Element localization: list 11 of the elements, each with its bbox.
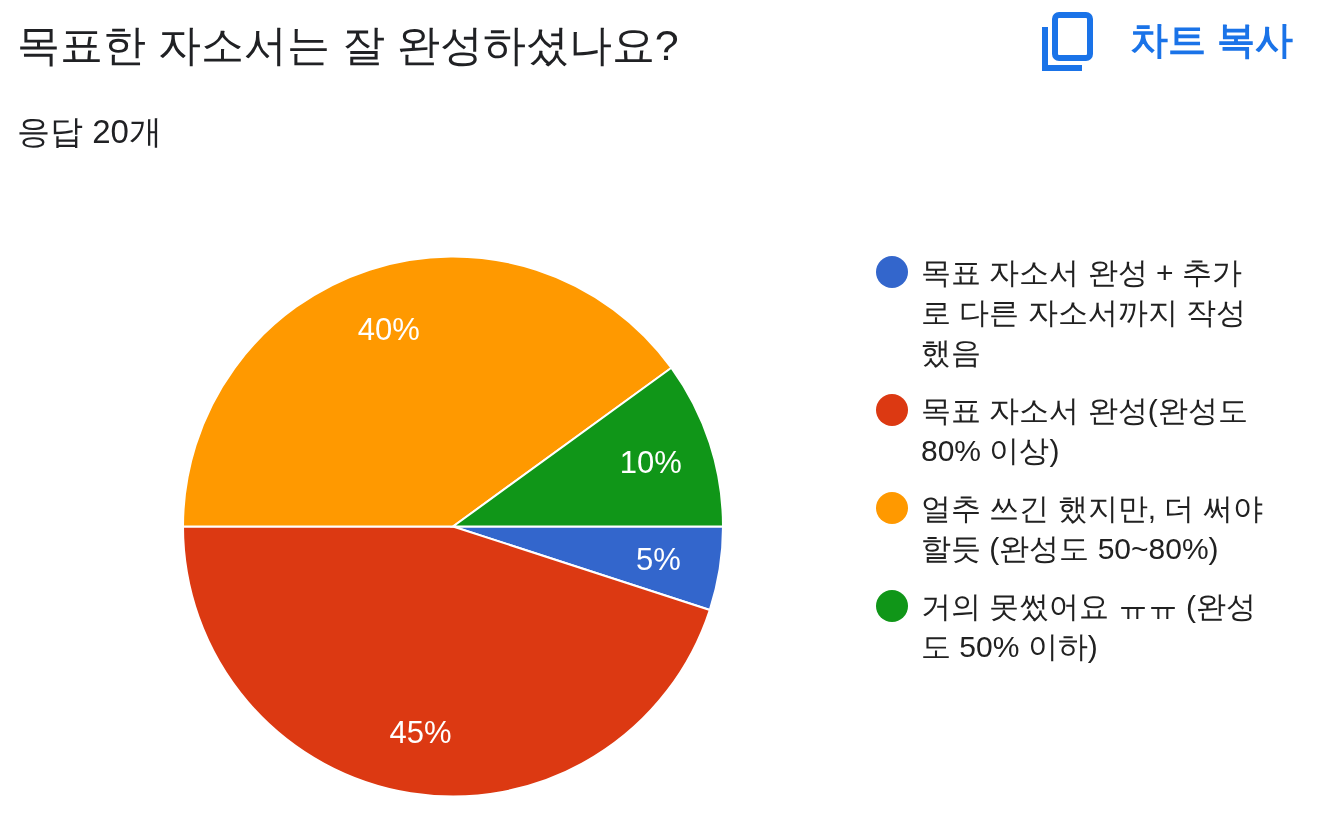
legend-label: 목표 자소서 완성 + 추가로 다른 자소서까지 작성했음: [921, 255, 1247, 369]
data-label: 45%: [389, 714, 452, 750]
legend-label: 목표 자소서 완성(완성도 80% 이상): [921, 393, 1248, 467]
legend-label: 얼추 쓰긴 했지만, 더 써야할듯 (완성도 50~80%): [921, 491, 1263, 565]
data-label: 5%: [635, 541, 681, 577]
data-label: 40%: [357, 311, 420, 347]
text: 차트 복사: [1130, 19, 1293, 61]
legend-label: 거의 못썼어요 ㅠㅠ (완성도 50% 이하): [921, 589, 1256, 663]
chart-subtitle: 응답 20개: [17, 113, 162, 150]
chart-title: 목표한 자소서는 잘 완성하셨나요?: [17, 21, 679, 69]
data-label: 10%: [619, 445, 682, 481]
